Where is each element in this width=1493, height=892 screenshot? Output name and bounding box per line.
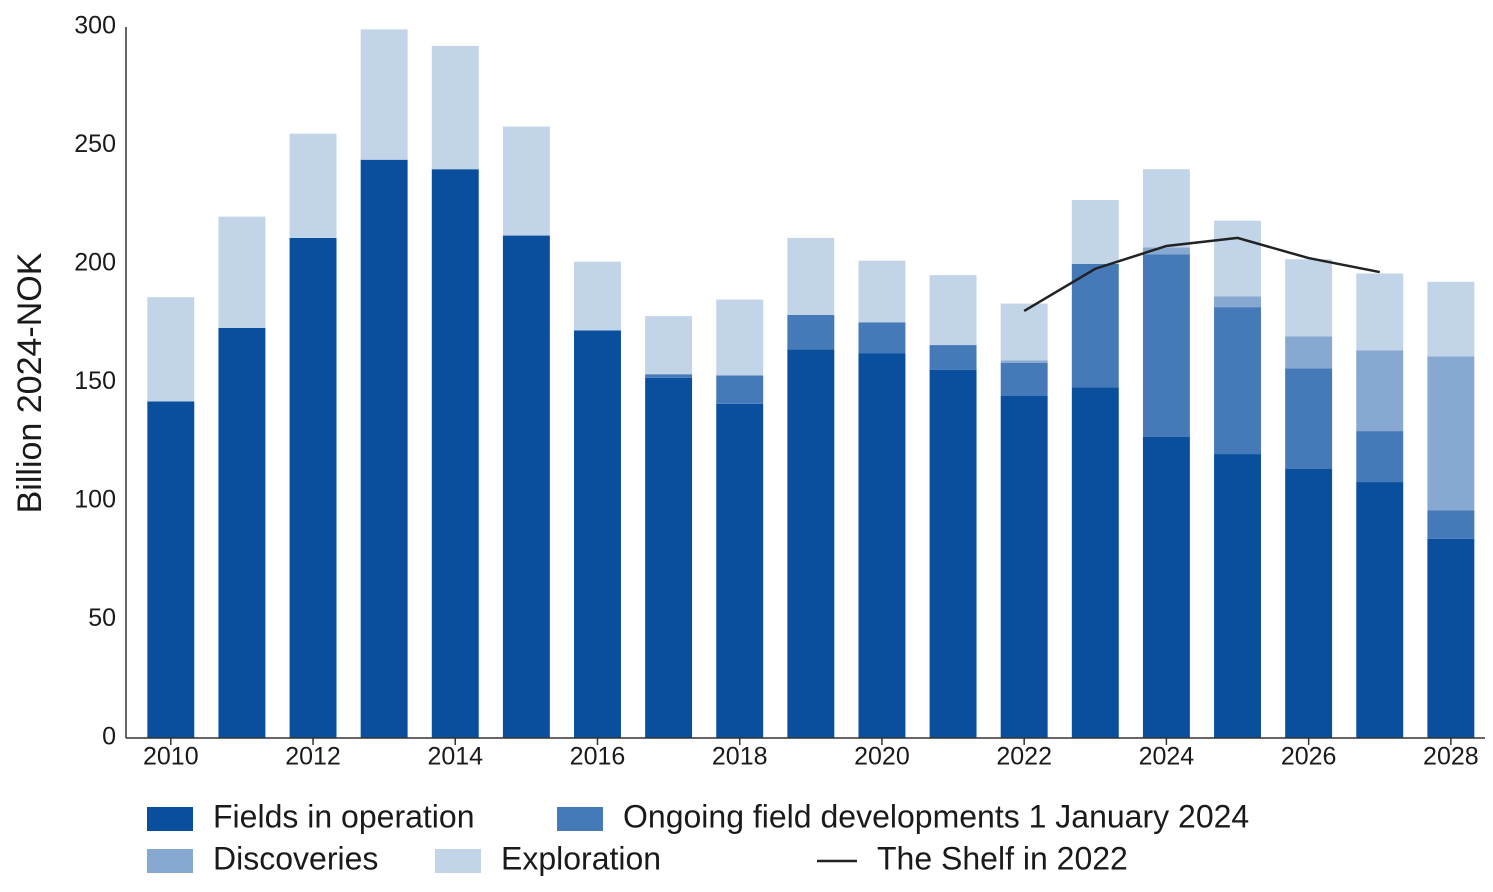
bar-segment (1214, 220, 1261, 297)
bar-segment (147, 401, 195, 738)
bar-segment (218, 327, 266, 738)
y-tick-label: 0 (102, 723, 116, 751)
legend-swatch (147, 807, 193, 831)
bar-segment (1285, 469, 1333, 738)
x-tick-label: 2014 (427, 743, 483, 771)
bar-segment (1214, 307, 1261, 455)
bar-segment (1214, 454, 1261, 738)
bar-segment (1000, 360, 1048, 363)
legend-label: Discoveries (213, 840, 378, 876)
bar-segment (1427, 510, 1475, 539)
bar-segment (716, 375, 764, 404)
bar-segment (289, 133, 337, 238)
bar-segment (787, 349, 835, 738)
bar-segment (1071, 200, 1119, 264)
bar-segment (1427, 538, 1475, 738)
bar-segment (929, 369, 977, 738)
legend-label: The Shelf in 2022 (877, 840, 1128, 876)
bar-segment (1356, 482, 1404, 738)
bar-segment (858, 260, 906, 323)
x-tick-label: 2028 (1423, 743, 1479, 771)
bar-segment (787, 237, 835, 315)
legend-label: Exploration (501, 840, 661, 876)
bar-segment (1285, 336, 1333, 369)
bar-segment (1356, 431, 1404, 483)
bar-segment (431, 169, 479, 738)
bar-segment (716, 403, 764, 738)
x-tick-label: 2024 (1139, 743, 1195, 771)
bar-segment (360, 29, 408, 160)
bar-segment (645, 377, 693, 738)
y-tick-label: 200 (74, 249, 116, 277)
bar-segment (502, 126, 550, 236)
line-series (1023, 236, 1380, 313)
bar-segment (147, 297, 195, 402)
bar-segment (431, 45, 479, 170)
legend-swatch (435, 849, 481, 873)
bar-segment (645, 374, 693, 378)
bar-segment (1427, 281, 1475, 357)
y-tick-label: 300 (74, 12, 116, 40)
y-tick-label: 150 (74, 367, 116, 395)
bar-segment (1142, 437, 1190, 738)
bar-segment (1356, 350, 1404, 432)
x-tick-label: 2022 (996, 743, 1052, 771)
bar-segment (1285, 259, 1333, 337)
y-tick-label: 250 (74, 130, 116, 158)
bar-segment (1071, 264, 1119, 388)
legend-swatch (147, 849, 193, 873)
bar-segment (1142, 254, 1190, 438)
bar-segment (1285, 368, 1333, 470)
y-tick-label: 50 (88, 604, 116, 632)
bar-segment (716, 299, 764, 376)
bar-segment (1071, 387, 1119, 738)
bar-segment (1142, 169, 1190, 248)
bar-segment (1427, 356, 1475, 511)
bar-segment (574, 330, 621, 738)
bar-segment (574, 261, 621, 331)
legend-label: Ongoing field developments 1 January 202… (623, 798, 1249, 834)
y-tick-label: 100 (74, 486, 116, 514)
bar-segment (929, 275, 977, 346)
bar-segment (218, 216, 266, 328)
bar-segment (858, 322, 906, 354)
bar-segment (858, 353, 906, 738)
legend-swatch (557, 807, 603, 831)
x-tick-label: 2020 (854, 743, 910, 771)
bar-segment (645, 316, 693, 375)
bar-segment (1214, 296, 1261, 308)
bar-segment (1000, 396, 1048, 738)
bar-segment (289, 237, 337, 738)
x-tick-label: 2010 (143, 743, 199, 771)
bar-segment (1000, 362, 1048, 397)
y-axis-label: Billion 2024-NOK (11, 252, 49, 513)
bar-segment (929, 345, 977, 370)
x-tick-label: 2026 (1281, 743, 1337, 771)
x-tick-label: 2018 (712, 743, 768, 771)
bar-segment (1356, 273, 1404, 351)
bar-segment (360, 159, 408, 739)
bar-segment (787, 314, 835, 350)
bar-segment (1142, 247, 1190, 255)
bar-segment (502, 235, 550, 738)
x-tick-label: 2016 (570, 743, 626, 771)
legend-label: Fields in operation (213, 798, 474, 834)
x-tick-label: 2012 (285, 743, 341, 771)
bar-segment (1000, 303, 1048, 361)
